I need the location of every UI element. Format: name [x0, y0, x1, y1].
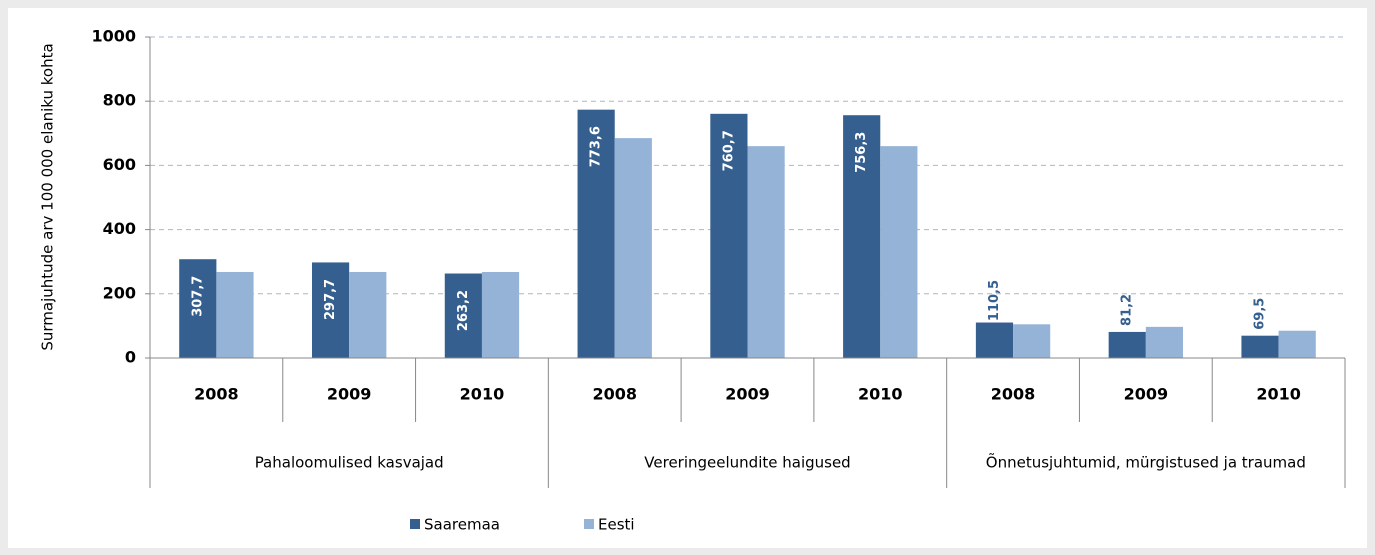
bar: [614, 138, 652, 358]
bar: [1278, 330, 1316, 358]
legend-swatch: [584, 519, 594, 529]
data-label: 263,2: [456, 290, 471, 331]
x-tick-label: 2010: [858, 385, 903, 404]
data-label: 297,7: [323, 279, 338, 320]
legend-swatch: [410, 519, 420, 529]
y-tick-label: 800: [103, 91, 136, 110]
data-label: 760,7: [721, 130, 736, 171]
y-tick-label: 200: [103, 283, 136, 302]
data-label: 110,5: [987, 280, 1002, 321]
group-label: Õnnetusjuhtumid, mürgistused ja traumad: [986, 453, 1306, 472]
bar: [1108, 331, 1146, 358]
data-label: 773,6: [589, 126, 604, 167]
x-tick-label: 2008: [991, 385, 1036, 404]
y-tick-label: 400: [103, 219, 136, 238]
bar: [880, 146, 918, 358]
x-tick-label: 2009: [327, 385, 372, 404]
bar: [216, 271, 254, 358]
y-axis-title: Surmajuhtude arv 100 000 elaniku kohta: [39, 43, 57, 350]
legend-label: Eesti: [598, 516, 635, 534]
bar: [843, 115, 881, 359]
y-tick-label: 0: [125, 348, 136, 367]
x-tick-label: 2008: [194, 385, 239, 404]
data-label: 81,2: [1120, 294, 1135, 326]
bar: [311, 262, 350, 358]
data-label: 756,3: [854, 132, 869, 173]
bar: [577, 109, 615, 358]
bar: [1241, 335, 1279, 358]
bar: [179, 259, 217, 358]
bar: [349, 271, 387, 358]
x-tick-label: 2009: [1124, 385, 1169, 404]
legend-label: Saaremaa: [424, 516, 500, 534]
data-label: 307,7: [190, 276, 205, 317]
bar: [710, 113, 748, 358]
y-tick-label: 1000: [91, 27, 136, 46]
group-label: Pahaloomulised kasvajad: [255, 454, 444, 472]
x-tick-label: 2009: [725, 385, 770, 404]
bar: [975, 322, 1014, 358]
bar: [481, 271, 520, 358]
bar: [1013, 324, 1051, 358]
data-label: 69,5: [1253, 298, 1268, 330]
y-tick-label: 600: [103, 155, 136, 174]
x-tick-label: 2010: [460, 385, 505, 404]
bar: [444, 273, 482, 358]
bar: [747, 146, 785, 358]
group-label: Vereringeelundite haigused: [644, 454, 850, 472]
bar: [1145, 326, 1184, 358]
x-tick-label: 2008: [592, 385, 637, 404]
x-tick-label: 2010: [1256, 385, 1301, 404]
